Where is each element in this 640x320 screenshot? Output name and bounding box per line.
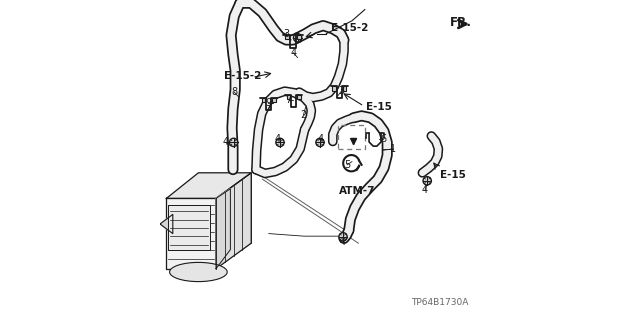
Text: FR.: FR. xyxy=(450,16,472,29)
Bar xyxy=(297,35,301,39)
Text: 8: 8 xyxy=(231,87,237,97)
Text: 1: 1 xyxy=(390,144,396,154)
Text: E-15-2: E-15-2 xyxy=(224,71,261,81)
Bar xyxy=(273,98,276,102)
Polygon shape xyxy=(216,189,230,269)
Bar xyxy=(332,86,335,91)
Text: 7: 7 xyxy=(285,95,292,105)
Circle shape xyxy=(423,177,431,185)
Text: TP64B1730A: TP64B1730A xyxy=(412,298,468,307)
Polygon shape xyxy=(216,173,251,269)
Text: 4: 4 xyxy=(291,48,296,58)
Text: 4: 4 xyxy=(223,137,228,148)
Text: 4: 4 xyxy=(422,185,428,196)
Text: 4: 4 xyxy=(340,236,346,247)
Polygon shape xyxy=(166,173,251,198)
Bar xyxy=(343,86,346,91)
Ellipse shape xyxy=(170,262,227,282)
Bar xyxy=(285,35,289,39)
Text: 9: 9 xyxy=(265,98,271,108)
Bar xyxy=(298,95,301,100)
Circle shape xyxy=(316,138,324,147)
Polygon shape xyxy=(160,214,173,234)
Text: 4: 4 xyxy=(275,134,281,144)
Circle shape xyxy=(276,138,284,147)
Bar xyxy=(262,98,265,102)
Text: 6: 6 xyxy=(380,134,387,144)
Text: 5: 5 xyxy=(344,160,350,170)
Text: E-15-2: E-15-2 xyxy=(332,23,369,33)
Text: 3: 3 xyxy=(284,28,289,39)
Circle shape xyxy=(293,34,302,42)
Polygon shape xyxy=(166,198,216,269)
Text: ATM-7: ATM-7 xyxy=(339,186,376,196)
Text: 2: 2 xyxy=(300,110,307,120)
Text: E-15: E-15 xyxy=(366,102,392,112)
Bar xyxy=(287,95,290,100)
Text: E-15: E-15 xyxy=(440,170,466,180)
Circle shape xyxy=(339,233,347,241)
Text: 3: 3 xyxy=(339,86,344,96)
Circle shape xyxy=(230,138,238,147)
Bar xyxy=(168,205,210,250)
Text: 4: 4 xyxy=(317,134,324,144)
